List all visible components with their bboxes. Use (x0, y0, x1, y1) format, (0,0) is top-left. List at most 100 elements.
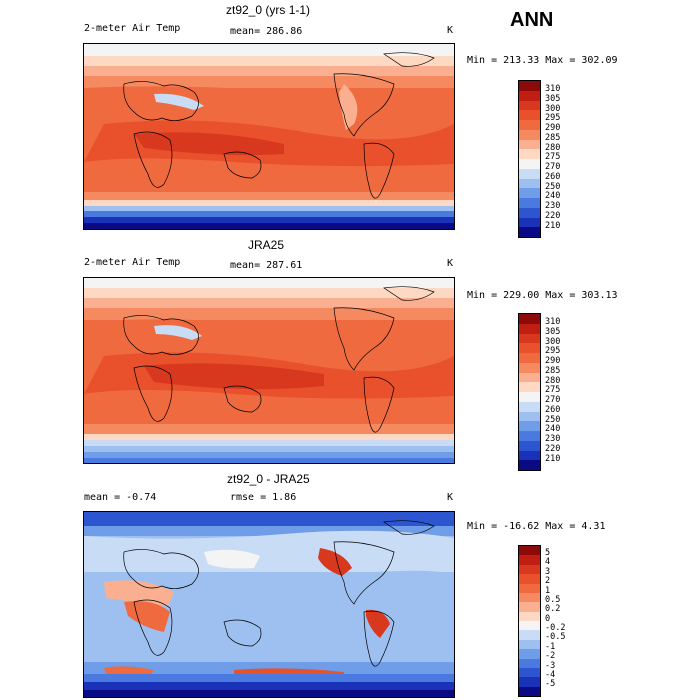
colorbar-label: 0.2 (545, 604, 561, 615)
colorbar-label: 240 (545, 424, 561, 435)
map-model-temperature (83, 43, 455, 230)
colorbar-swatch (519, 159, 540, 169)
colorbar-swatch (519, 120, 540, 130)
colorbar-label: -0.5 (545, 632, 566, 643)
colorbar-swatch (519, 90, 540, 101)
colorbar-label: 290 (545, 123, 561, 133)
colorbar-swatch (519, 555, 540, 565)
colorbar-label: 250 (545, 414, 561, 425)
colorbar-label: 285 (545, 365, 561, 376)
colorbar-swatch (519, 411, 540, 422)
variable-label-obs: 2-meter Air Temp (84, 257, 181, 268)
colorbar-swatch (519, 207, 540, 218)
colorbar-swatch (519, 343, 540, 353)
colorbar-label: 0.5 (545, 594, 561, 605)
colorbar-label: 295 (545, 113, 561, 124)
colorbar-swatch (519, 110, 540, 120)
colorbar-swatch (519, 401, 540, 412)
colorbar-label: 4 (545, 557, 551, 568)
colorbar-label: 210 (545, 220, 561, 231)
colorbar-label: 250 (545, 181, 561, 192)
colorbar-swatch (519, 382, 540, 392)
season-label: ANN (510, 9, 554, 31)
colorbar-swatch (519, 564, 540, 575)
colorbar-swatch (519, 129, 540, 140)
rmse-label-diff: rmse = 1.86 (230, 492, 297, 503)
colorbar-label: 310 (545, 317, 561, 327)
colorbar-swatch (519, 149, 540, 159)
colorbar-swatch (519, 592, 540, 603)
colorbar-swatch (519, 227, 540, 237)
colorbar-label: 275 (545, 152, 561, 163)
colorbar-label: 270 (545, 395, 561, 405)
colorbar-label: 260 (545, 171, 561, 182)
colorbar-swatch (519, 639, 540, 650)
colorbar-label: -4 (545, 669, 556, 680)
colorbar-swatch (519, 602, 540, 612)
colorbar-label: 280 (545, 375, 561, 386)
colorbar-swatch (519, 686, 540, 696)
colorbar-label: 210 (545, 453, 561, 464)
colorbar-label: 300 (545, 336, 561, 347)
mean-label-model: mean= 286.86 (230, 26, 303, 37)
colorbar-label: 230 (545, 434, 561, 444)
colorbar-label: 270 (545, 162, 561, 172)
minmax-label-model: Min = 213.33 Max = 302.09 (467, 55, 618, 66)
colorbar-labels-temperature-model: 310 305 300 295 290 285 280 275 270 260 … (545, 84, 561, 231)
minmax-label-diff: Min = -16.62 Max = 4.31 (467, 521, 606, 532)
panel-title-diff: zt92_0 - JRA25 (227, 472, 310, 486)
colorbar-temperature-obs (518, 313, 541, 471)
colorbar-swatch (519, 217, 540, 228)
colorbar-label: 1 (545, 585, 551, 596)
colorbar-swatch (519, 583, 540, 593)
panel-title-model: zt92_0 (yrs 1-1) (226, 3, 311, 17)
colorbar-label: 220 (545, 210, 561, 221)
colorbar-swatch (519, 392, 540, 402)
colorbar-swatch (519, 198, 540, 208)
units-label-diff: K (447, 492, 454, 503)
variable-label-model: 2-meter Air Temp (84, 23, 181, 34)
colorbar-swatch (519, 100, 540, 111)
colorbar-label: 275 (545, 385, 561, 396)
colorbar-swatch (519, 168, 540, 179)
colorbar-label: 310 (545, 84, 561, 94)
colorbar-swatch (519, 431, 540, 441)
colorbar-swatch (519, 323, 540, 334)
colorbar-label: 220 (545, 443, 561, 454)
panel-title-obs: JRA25 (248, 238, 285, 252)
colorbar-label: -0.2 (545, 623, 566, 633)
map-field-diff (84, 512, 454, 697)
colorbar-swatch (519, 362, 540, 373)
colorbar-label: 3 (545, 566, 551, 577)
colorbar-label: 230 (545, 201, 561, 211)
colorbar-swatch (519, 450, 540, 461)
colorbar-swatch (519, 460, 540, 470)
colorbar-difference (518, 545, 541, 697)
units-label-model: K (447, 25, 454, 36)
colorbar-swatch (519, 658, 540, 668)
colorbar-label: 280 (545, 142, 561, 153)
colorbar-swatch (519, 81, 540, 91)
colorbar-swatch (519, 178, 540, 189)
colorbar-swatch (519, 353, 540, 363)
colorbar-swatch (519, 649, 540, 659)
colorbar-temperature-model (518, 80, 541, 238)
colorbar-swatch (519, 314, 540, 324)
map-field-obs (84, 278, 454, 463)
colorbar-swatch (519, 188, 540, 198)
colorbar-swatch (519, 574, 540, 584)
map-difference (83, 511, 455, 698)
colorbar-label: 295 (545, 346, 561, 357)
colorbar-swatch (519, 440, 540, 451)
colorbar-label: 2 (545, 576, 551, 587)
colorbar-swatch (519, 333, 540, 344)
colorbar-label: -1 (545, 641, 556, 652)
colorbar-label: 290 (545, 356, 561, 366)
colorbar-label: 5 (545, 548, 551, 558)
colorbar-swatch (519, 421, 540, 431)
map-obs-temperature (83, 277, 455, 464)
colorbar-label: 285 (545, 132, 561, 143)
colorbar-label: 305 (545, 93, 561, 104)
colorbar-swatch (519, 546, 540, 556)
colorbar-swatch (519, 611, 540, 621)
